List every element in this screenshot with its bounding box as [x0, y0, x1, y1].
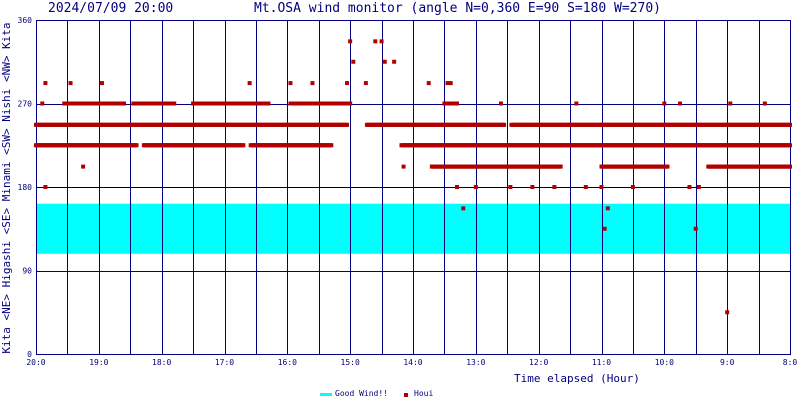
y-tick-label: 360 — [18, 16, 33, 25]
legend-houi-label: Houi — [414, 389, 434, 398]
x-tick-label: 11:0 — [592, 358, 611, 367]
data-point — [687, 185, 692, 189]
data-point — [288, 81, 293, 86]
data-point — [728, 101, 733, 106]
chart-timestamp: 2024/07/09 20:00 — [48, 1, 174, 16]
y-tick-label: 180 — [18, 183, 33, 192]
data-point — [43, 81, 48, 86]
data-point — [68, 81, 73, 86]
data-point — [401, 164, 406, 169]
data-point — [454, 185, 459, 189]
x-tick-label: 15:0 — [341, 358, 360, 367]
data-point — [329, 143, 334, 148]
data-point — [445, 81, 450, 86]
data-point — [222, 143, 227, 148]
data-point — [121, 101, 126, 106]
chart-title: Mt.OSA wind monitor (angle N=0,360 E=90 … — [254, 1, 661, 16]
data-point — [693, 226, 698, 231]
data-point — [134, 143, 139, 148]
data-point — [172, 101, 177, 106]
data-point — [473, 185, 478, 189]
x-tick-label: 12:0 — [529, 358, 548, 367]
data-point — [426, 81, 431, 86]
data-point — [696, 185, 701, 189]
data-point — [725, 310, 730, 315]
x-tick-label: 10:0 — [655, 358, 674, 367]
y-tick-label: 0 — [27, 350, 32, 359]
data-point — [43, 185, 48, 189]
data-point — [348, 101, 353, 106]
legend-houi-swatch — [404, 393, 408, 397]
y-tick-label: 90 — [22, 267, 32, 276]
data-point — [602, 226, 607, 231]
data-point — [788, 143, 792, 148]
data-point — [40, 101, 45, 106]
x-tick-label: 20:0 — [26, 358, 45, 367]
data-point — [502, 122, 507, 127]
data-point — [345, 81, 350, 86]
data-point — [348, 39, 353, 44]
data-point — [247, 81, 252, 86]
x-tick-label: 9:0 — [720, 358, 735, 367]
data-point — [461, 206, 466, 211]
data-point — [99, 81, 104, 86]
data-point — [363, 81, 368, 86]
data-point — [508, 185, 513, 189]
data-point — [382, 59, 387, 64]
legend-good-wind-swatch — [320, 393, 332, 396]
data-point — [662, 101, 667, 106]
data-point — [788, 164, 792, 169]
plot-frame — [36, 20, 791, 355]
data-point — [454, 101, 459, 106]
data-point — [530, 185, 535, 189]
data-point — [373, 39, 378, 44]
x-tick-label: 16:0 — [278, 358, 297, 367]
data-point — [630, 185, 635, 189]
data-point — [599, 185, 604, 189]
data-point — [558, 164, 563, 169]
x-tick-label: 8:0 — [783, 358, 798, 367]
x-tick-label: 17:0 — [215, 358, 234, 367]
x-tick-label: 14:0 — [403, 358, 422, 367]
data-point — [678, 101, 683, 106]
data-point — [266, 101, 271, 106]
data-point — [583, 185, 588, 189]
x-axis-label: Time elapsed (Hour) — [514, 372, 640, 385]
data-point — [665, 164, 670, 169]
data-point — [552, 185, 557, 189]
data-point — [241, 143, 246, 148]
data-point — [762, 101, 767, 106]
x-tick-label: 19:0 — [89, 358, 108, 367]
legend-good-wind-label: Good Wind!! — [335, 389, 388, 398]
data-point — [310, 81, 315, 86]
y-tick-label: 270 — [18, 100, 33, 109]
data-point — [345, 122, 350, 127]
data-point — [351, 59, 356, 64]
data-point — [574, 101, 579, 106]
data-point — [788, 122, 792, 127]
x-tick-label: 13:0 — [466, 358, 485, 367]
x-tick-label: 18:0 — [152, 358, 171, 367]
data-point — [605, 206, 610, 211]
data-point — [379, 39, 384, 44]
data-point — [448, 81, 453, 86]
data-point — [392, 59, 397, 64]
data-point — [498, 101, 503, 106]
data-point — [81, 164, 86, 169]
